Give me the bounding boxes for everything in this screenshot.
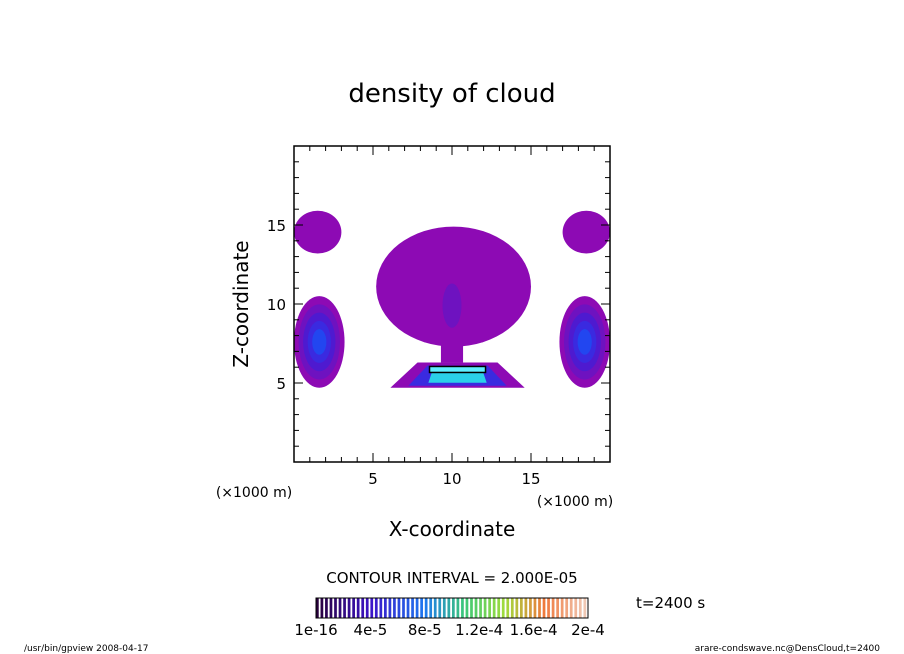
y-tick-label: 5 xyxy=(276,375,286,393)
colorbar-stripe xyxy=(338,598,342,618)
colorbar-stripe xyxy=(334,598,337,618)
colorbar-stripe xyxy=(361,598,365,618)
region-left-edge-cloud-layer xyxy=(312,329,327,355)
colorbar xyxy=(316,598,587,618)
colorbar-stripe xyxy=(465,598,469,618)
colorbar-stripe xyxy=(542,598,546,618)
colorbar-stripe xyxy=(533,598,537,618)
colorbar-stripe xyxy=(524,598,528,618)
colorbar-stripe xyxy=(415,598,419,618)
colorbar-stripe xyxy=(515,598,519,618)
colorbar-stripe xyxy=(461,598,464,618)
region-left-top-cloud xyxy=(294,210,342,254)
colorbar-stripe xyxy=(492,598,496,618)
colorbar-stripe xyxy=(329,598,333,618)
colorbar-stripe xyxy=(379,598,383,618)
colorbar-stripe xyxy=(488,598,491,618)
x-tick-label: 10 xyxy=(442,470,461,488)
colorbar-stripe xyxy=(583,598,587,618)
colorbar-stripe xyxy=(356,598,360,618)
colorbar-stripe xyxy=(347,598,351,618)
colorbar-stripe xyxy=(506,598,510,618)
colorbar-stripe xyxy=(429,598,433,618)
colorbar-stripe xyxy=(320,598,324,618)
colorbar-stripe xyxy=(424,598,428,618)
colorbar-tick-label: 1.6e-4 xyxy=(510,621,558,639)
colorbar-stripe xyxy=(384,598,387,618)
axis-ticks: 5 10 15 5 10 15 xyxy=(267,146,610,488)
colorbar-stripe xyxy=(352,598,355,618)
colorbar-stripe xyxy=(420,598,423,618)
colorbar-stripe xyxy=(574,598,578,618)
region-right-top-cloud xyxy=(562,210,610,254)
colorbar-stripe xyxy=(343,598,346,618)
colorbar-stripe xyxy=(397,598,401,618)
colorbar-stripe xyxy=(438,598,442,618)
colorbar-stripe xyxy=(442,598,446,618)
colorbar-stripe xyxy=(370,598,374,618)
colorbar-stripe xyxy=(316,598,319,618)
region-plume-stem xyxy=(440,341,464,363)
x-tick-label: 5 xyxy=(368,470,378,488)
colorbar-stripe xyxy=(406,598,410,618)
plot-area: 5 10 15 5 10 15 xyxy=(267,145,611,488)
region-right-edge-cloud-layer xyxy=(577,329,592,355)
colorbar-stripe xyxy=(547,598,550,618)
colorbar-stripe xyxy=(374,598,378,618)
colorbar-stripe xyxy=(365,598,369,618)
colorbar-tick-labels: 1e-16 4e-5 8e-5 1.2e-4 1.6e-4 2e-4 xyxy=(294,621,605,639)
colorbar-stripe xyxy=(565,598,569,618)
colorbar-stripe xyxy=(325,598,328,618)
colorbar-tick-label: 4e-5 xyxy=(354,621,388,639)
y-tick-label: 15 xyxy=(267,217,286,235)
y-tick-label: 10 xyxy=(267,296,286,314)
chart-title: density of cloud xyxy=(348,79,555,109)
colorbar-stripe xyxy=(510,598,514,618)
colorbar-stripe xyxy=(447,598,451,618)
colorbar-stripe xyxy=(393,598,396,618)
colorbar-stripe xyxy=(433,598,437,618)
colorbar-stripe xyxy=(497,598,501,618)
contour-interval-text: CONTOUR INTERVAL = 2.000E-05 xyxy=(326,569,577,587)
colorbar-frame xyxy=(315,597,589,619)
colorbar-stripe xyxy=(578,598,582,618)
colorbar-tick-label: 1.2e-4 xyxy=(455,621,503,639)
x-axis-label: X-coordinate xyxy=(389,517,516,541)
colorbar-stripe xyxy=(388,598,392,618)
region-plume-core xyxy=(442,283,462,328)
colorbar-stripe xyxy=(556,598,559,618)
colorbar-tick-label: 1e-16 xyxy=(294,621,337,639)
time-label: t=2400 s xyxy=(636,594,705,612)
colorbar-stripe xyxy=(569,598,573,618)
colorbar-stripe xyxy=(483,598,487,618)
colorbar-stripe xyxy=(452,598,455,618)
colorbar-stripe xyxy=(474,598,478,618)
x-unit-left: (×1000 m) xyxy=(216,485,292,501)
colorbar-stripe xyxy=(470,598,473,618)
footer-left: /usr/bin/gpview 2008-04-17 xyxy=(24,644,148,654)
colorbar-tick-label: 8e-5 xyxy=(408,621,442,639)
colorbar-stripe xyxy=(538,598,541,618)
colorbar-stripe xyxy=(456,598,460,618)
contour-fill-regions xyxy=(294,210,610,388)
footer-right: arare-condswave.nc@DensCloud,t=2400 xyxy=(695,644,881,654)
colorbar-stripe xyxy=(560,598,564,618)
colorbar-tick-label: 2e-4 xyxy=(571,621,605,639)
y-axis-label: Z-coordinate xyxy=(229,240,253,367)
colorbar-stripe xyxy=(529,598,532,618)
x-unit-right: (×1000 m) xyxy=(537,494,613,510)
colorbar-stripe xyxy=(411,598,414,618)
colorbar-stripe xyxy=(520,598,523,618)
colorbar-stripe xyxy=(501,598,505,618)
colorbar-stripe xyxy=(479,598,482,618)
colorbar-stripe xyxy=(402,598,405,618)
x-tick-label: 15 xyxy=(521,470,540,488)
colorbar-stripe xyxy=(551,598,555,618)
region-lower-cloud-core xyxy=(428,365,487,374)
